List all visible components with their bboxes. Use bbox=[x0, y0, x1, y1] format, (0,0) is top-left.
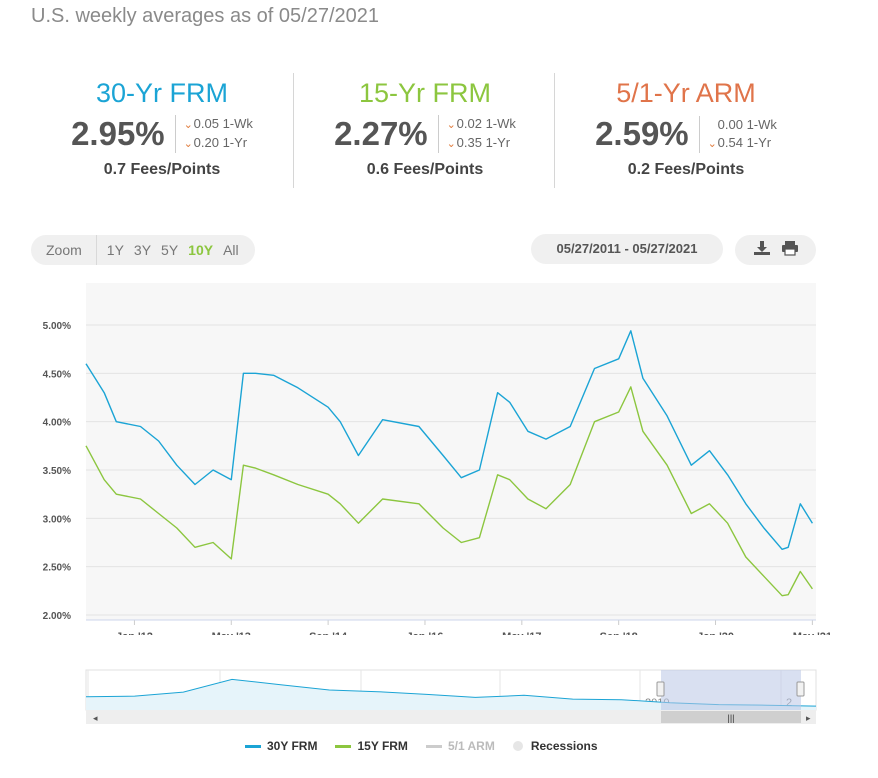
legend-5-1-arm[interactable]: 5/1 ARM bbox=[425, 739, 495, 753]
rate-line-chart: 5.00% 4.50% 4.00% 3.50% 3.00% 2.50% 2.00% Jan … bbox=[43, 283, 832, 635]
y-tick-label: 2.50% bbox=[43, 563, 71, 574]
fees-points: 0.6 Fees/Points bbox=[366, 161, 484, 178]
chart-legend: 30Y FRM 15Y FRM 5/1 ARM Recessions bbox=[245, 739, 616, 753]
page-heading: U.S. weekly averages as of 05/27/2021 bbox=[31, 5, 379, 27]
navigator-left-handle[interactable] bbox=[656, 681, 665, 697]
y-tick-label: 3.00% bbox=[43, 514, 71, 525]
x-tick-label: Jan '12 bbox=[116, 631, 153, 635]
down-arrow-icon: ⌄ bbox=[446, 119, 456, 131]
rate-name: 15-Yr FRM bbox=[358, 78, 491, 108]
legend-swatch bbox=[512, 741, 523, 751]
zoom-all-button[interactable]: All bbox=[223, 242, 239, 258]
year-change: 0.35 1-Yr bbox=[456, 135, 511, 150]
scrollbar-grip-icon: ||| bbox=[727, 713, 734, 723]
print-icon[interactable] bbox=[781, 240, 799, 261]
scroll-right-arrow-icon[interactable]: ▸ bbox=[806, 713, 811, 723]
zoom-1y-button[interactable]: 1Y bbox=[106, 242, 124, 258]
rate-value: 2.95% bbox=[71, 115, 165, 152]
plot-area bbox=[86, 283, 816, 620]
legend-swatch bbox=[245, 744, 261, 748]
y-tick-label: 2.00% bbox=[43, 611, 71, 622]
legend-15y-frm[interactable]: 15Y FRM bbox=[335, 739, 408, 753]
legend-label: 30Y FRM bbox=[267, 739, 318, 753]
rate-card-arm: 5/1-Yr ARM 2.59% 0.00 1-Wk ⌄0.54 1-Yr 0.… bbox=[555, 72, 817, 192]
legend-label: Recessions bbox=[530, 739, 598, 753]
week-change: 0.00 1-Wk bbox=[717, 116, 777, 132]
rate-card-30yr: 30-Yr FRM 2.95% ⌄0.05 1-Wk ⌄0.20 1-Yr 0.… bbox=[31, 72, 293, 192]
y-tick-label: 5.00% bbox=[43, 321, 71, 332]
navigator-selection[interactable] bbox=[661, 670, 801, 710]
rate-changes: ⌄0.02 1-Wk ⌄0.35 1-Yr bbox=[437, 115, 516, 153]
rate-changes: ⌄0.05 1-Wk ⌄0.20 1-Yr bbox=[174, 115, 253, 153]
legend-30y-frm[interactable]: 30Y FRM bbox=[245, 739, 317, 753]
rate-changes: 0.00 1-Wk ⌄0.54 1-Yr bbox=[698, 115, 777, 153]
zoom-label: Zoom bbox=[31, 235, 97, 265]
date-range[interactable]: 05/27/2011 - 05/27/2021 bbox=[531, 234, 723, 264]
zoom-3y-button[interactable]: 3Y bbox=[133, 242, 152, 258]
zoom-10y-button[interactable]: 10Y bbox=[188, 242, 214, 258]
x-tick-label: Jan '20 bbox=[697, 631, 734, 635]
legend-swatch bbox=[335, 744, 352, 748]
y-tick-label: 3.50% bbox=[43, 466, 71, 477]
x-tick-label: Sep '14 bbox=[309, 631, 348, 635]
legend-recessions[interactable]: Recessions bbox=[512, 739, 598, 753]
navigator-scrollbar[interactable] bbox=[86, 710, 816, 724]
divider bbox=[293, 73, 294, 188]
fees-points: 0.7 Fees/Points bbox=[103, 161, 221, 178]
down-arrow-icon: ⌄ bbox=[707, 137, 717, 150]
scroll-left-arrow-icon[interactable]: ◂ bbox=[93, 713, 98, 723]
legend-label: 5/1 ARM bbox=[447, 739, 495, 753]
year-change: 0.54 1-Yr bbox=[717, 134, 772, 150]
rate-card-15yr: 15-Yr FRM 2.27% ⌄0.02 1-Wk ⌄0.35 1-Yr 0.… bbox=[294, 72, 556, 192]
week-change: 0.05 1-Wk bbox=[193, 116, 253, 131]
legend-swatch bbox=[425, 744, 442, 748]
x-tick-label: Sep '18 bbox=[600, 631, 638, 635]
year-change: 0.20 1-Yr bbox=[193, 135, 248, 150]
scrollbar-thumb[interactable] bbox=[661, 711, 801, 723]
series-line-15y-frm[interactable] bbox=[85, 386, 813, 597]
divider bbox=[554, 73, 555, 188]
y-tick-label: 4.50% bbox=[43, 369, 71, 380]
y-tick-label: 4.00% bbox=[43, 418, 71, 429]
week-change: 0.02 1-Wk bbox=[456, 116, 516, 131]
rate-value: 2.27% bbox=[334, 115, 428, 152]
zoom-5y-button[interactable]: 5Y bbox=[161, 242, 179, 258]
down-arrow-icon: ⌄ bbox=[183, 119, 193, 131]
rate-name: 5/1-Yr ARM bbox=[616, 78, 756, 108]
navigator: 197019801990200020102 ||| ◂ ▸ bbox=[85, 669, 817, 724]
series-line-30y-frm[interactable] bbox=[85, 330, 813, 550]
download-icon[interactable] bbox=[753, 240, 771, 261]
x-tick-label: May '13 bbox=[212, 631, 251, 635]
down-arrow-icon: ⌄ bbox=[183, 138, 193, 150]
legend-label: 15Y FRM bbox=[357, 739, 408, 753]
x-tick-label: Jan '16 bbox=[407, 631, 444, 635]
fees-points: 0.2 Fees/Points bbox=[627, 161, 745, 178]
down-arrow-icon: ⌄ bbox=[446, 138, 456, 150]
zoom-bar: Zoom 1Y 3Y 5Y 10Y All bbox=[31, 235, 255, 265]
x-tick-label: May '17 bbox=[502, 631, 541, 635]
x-tick-label: May '21 bbox=[793, 631, 832, 635]
rate-value: 2.59% bbox=[595, 115, 689, 152]
navigator-right-handle[interactable] bbox=[796, 681, 805, 697]
chart-tools bbox=[735, 235, 816, 265]
rate-name: 30-Yr FRM bbox=[95, 78, 228, 108]
navigator-area-fill bbox=[86, 679, 816, 710]
